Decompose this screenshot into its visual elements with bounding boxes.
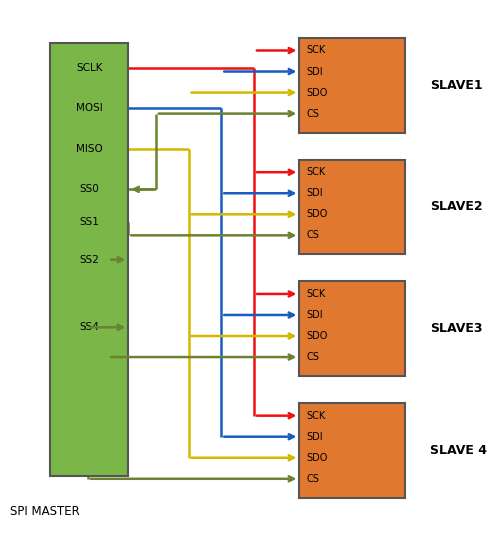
- Text: SDI: SDI: [307, 310, 323, 320]
- Text: CS: CS: [307, 474, 320, 484]
- Text: SCK: SCK: [307, 289, 326, 299]
- Text: SDI: SDI: [307, 188, 323, 198]
- Text: SLAVE3: SLAVE3: [430, 322, 482, 335]
- FancyBboxPatch shape: [299, 281, 405, 376]
- Text: SDO: SDO: [307, 209, 328, 219]
- Text: CS: CS: [307, 109, 320, 118]
- Text: SS2: SS2: [79, 255, 99, 265]
- Text: SS4: SS4: [79, 322, 99, 332]
- FancyBboxPatch shape: [299, 160, 405, 254]
- Text: SCK: SCK: [307, 167, 326, 177]
- Text: SPI MASTER: SPI MASTER: [10, 505, 80, 518]
- Text: SCLK: SCLK: [76, 63, 103, 72]
- FancyBboxPatch shape: [299, 38, 405, 133]
- FancyBboxPatch shape: [299, 403, 405, 498]
- Text: SCK: SCK: [307, 411, 326, 421]
- Text: SDI: SDI: [307, 432, 323, 441]
- Text: SDO: SDO: [307, 453, 328, 463]
- Text: SDO: SDO: [307, 88, 328, 97]
- FancyBboxPatch shape: [50, 43, 128, 476]
- Text: SLAVE1: SLAVE1: [430, 78, 483, 92]
- Text: SDI: SDI: [307, 67, 323, 76]
- Text: SS0: SS0: [79, 184, 99, 194]
- Text: SCK: SCK: [307, 45, 326, 56]
- Text: MISO: MISO: [76, 144, 103, 154]
- Text: SS1: SS1: [79, 217, 99, 227]
- Text: SDO: SDO: [307, 331, 328, 341]
- Text: MOSI: MOSI: [76, 103, 103, 113]
- Text: SLAVE 4: SLAVE 4: [430, 444, 487, 457]
- Text: CS: CS: [307, 352, 320, 362]
- Text: SLAVE2: SLAVE2: [430, 200, 483, 214]
- Text: CS: CS: [307, 230, 320, 240]
